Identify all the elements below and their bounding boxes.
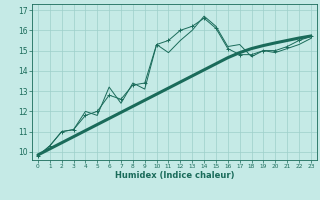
- X-axis label: Humidex (Indice chaleur): Humidex (Indice chaleur): [115, 171, 234, 180]
